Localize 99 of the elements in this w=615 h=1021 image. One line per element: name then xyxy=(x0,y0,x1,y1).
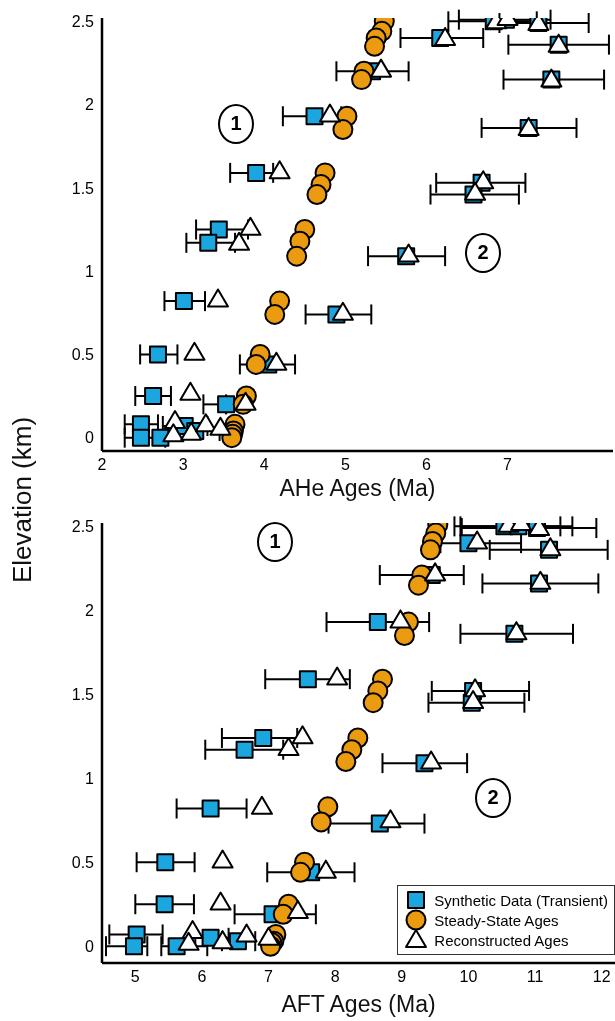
y-tick-label: 2.5 xyxy=(71,518,95,536)
point xyxy=(177,931,200,951)
point xyxy=(174,292,193,311)
x-axis-title: AHe Ages (Ma) xyxy=(279,475,436,501)
point xyxy=(419,539,441,561)
point xyxy=(131,428,150,447)
point xyxy=(247,163,266,182)
point xyxy=(389,609,412,629)
legend-label: Synthetic Data (Transient) xyxy=(434,891,608,909)
point xyxy=(362,692,384,714)
point xyxy=(201,799,220,818)
point xyxy=(332,119,354,141)
annotation: 2 xyxy=(486,786,500,808)
x-tick-label: 4 xyxy=(259,456,269,474)
point xyxy=(235,740,254,759)
point xyxy=(326,666,349,686)
point xyxy=(306,184,328,206)
y-tick-label: 2 xyxy=(85,602,95,620)
point xyxy=(148,345,167,364)
point xyxy=(217,395,236,414)
x-tick-label: 3 xyxy=(178,456,188,474)
point xyxy=(290,861,312,883)
point xyxy=(245,353,267,375)
point xyxy=(254,728,273,747)
point xyxy=(206,288,229,308)
y-tick-label: 1 xyxy=(85,262,95,280)
y-axis-title: Elevation (km) xyxy=(6,416,38,584)
x-tick-label: 2 xyxy=(97,456,107,474)
legend-label: Reconstructed Ages xyxy=(434,931,569,949)
point xyxy=(420,750,443,770)
y-tick-label: 2.5 xyxy=(71,13,95,31)
point xyxy=(228,231,251,251)
point xyxy=(235,923,258,943)
x-tick-label: 11 xyxy=(526,968,544,986)
point xyxy=(291,725,314,745)
point xyxy=(199,233,218,252)
point xyxy=(250,795,273,815)
point xyxy=(305,107,324,126)
x-axis-title: AFT Ages (Ma) xyxy=(281,991,436,1017)
point xyxy=(434,26,457,46)
x-tick-label: 10 xyxy=(459,968,478,986)
point xyxy=(286,899,309,919)
y-tick-label: 0.5 xyxy=(71,346,95,364)
point xyxy=(298,670,317,689)
point xyxy=(239,216,262,236)
point xyxy=(211,849,234,869)
point xyxy=(162,423,185,443)
point xyxy=(144,387,163,406)
y-tick-label: 1.5 xyxy=(71,685,95,703)
point xyxy=(351,69,373,91)
x-tick-label: 7 xyxy=(503,456,513,474)
point xyxy=(317,796,339,818)
x-tick-label: 12 xyxy=(592,968,611,986)
point xyxy=(335,750,357,772)
point xyxy=(277,737,300,757)
annotation: 1 xyxy=(268,530,282,552)
point xyxy=(194,413,217,433)
point xyxy=(211,930,234,950)
annotation: 2 xyxy=(476,241,490,263)
legend-label: Steady-State Ages xyxy=(434,911,559,929)
y-tick-label: 1 xyxy=(85,769,95,787)
point xyxy=(156,853,175,872)
x-tick-label: 6 xyxy=(421,456,431,474)
point xyxy=(209,891,232,911)
point xyxy=(314,859,337,879)
point xyxy=(393,625,415,647)
point xyxy=(155,895,174,914)
point xyxy=(370,58,393,78)
point xyxy=(364,35,386,57)
point xyxy=(268,160,291,180)
x-tick-label: 9 xyxy=(397,968,407,986)
y-tick-label: 0 xyxy=(85,429,95,447)
point xyxy=(179,381,202,401)
point xyxy=(183,341,206,361)
point xyxy=(318,103,341,123)
point xyxy=(257,926,280,946)
y-tick-label: 0.5 xyxy=(71,853,95,871)
y-tick-label: 1.5 xyxy=(71,179,95,197)
x-tick-label: 7 xyxy=(264,968,274,986)
annotation: 1 xyxy=(229,112,243,134)
point xyxy=(209,416,232,436)
point xyxy=(368,613,387,632)
point xyxy=(265,351,288,371)
point xyxy=(286,245,308,267)
point xyxy=(310,811,332,833)
point xyxy=(209,220,228,239)
x-tick-label: 8 xyxy=(330,968,340,986)
x-tick-label: 5 xyxy=(130,968,140,986)
y-tick-label: 2 xyxy=(85,96,95,114)
point xyxy=(180,421,203,441)
x-tick-label: 6 xyxy=(197,968,207,986)
x-tick-label: 5 xyxy=(340,456,350,474)
point xyxy=(379,809,402,829)
point xyxy=(407,574,429,596)
point xyxy=(331,301,354,321)
point xyxy=(264,303,286,325)
point xyxy=(124,937,143,956)
y-tick-label: 0 xyxy=(85,937,95,955)
point xyxy=(466,530,489,550)
